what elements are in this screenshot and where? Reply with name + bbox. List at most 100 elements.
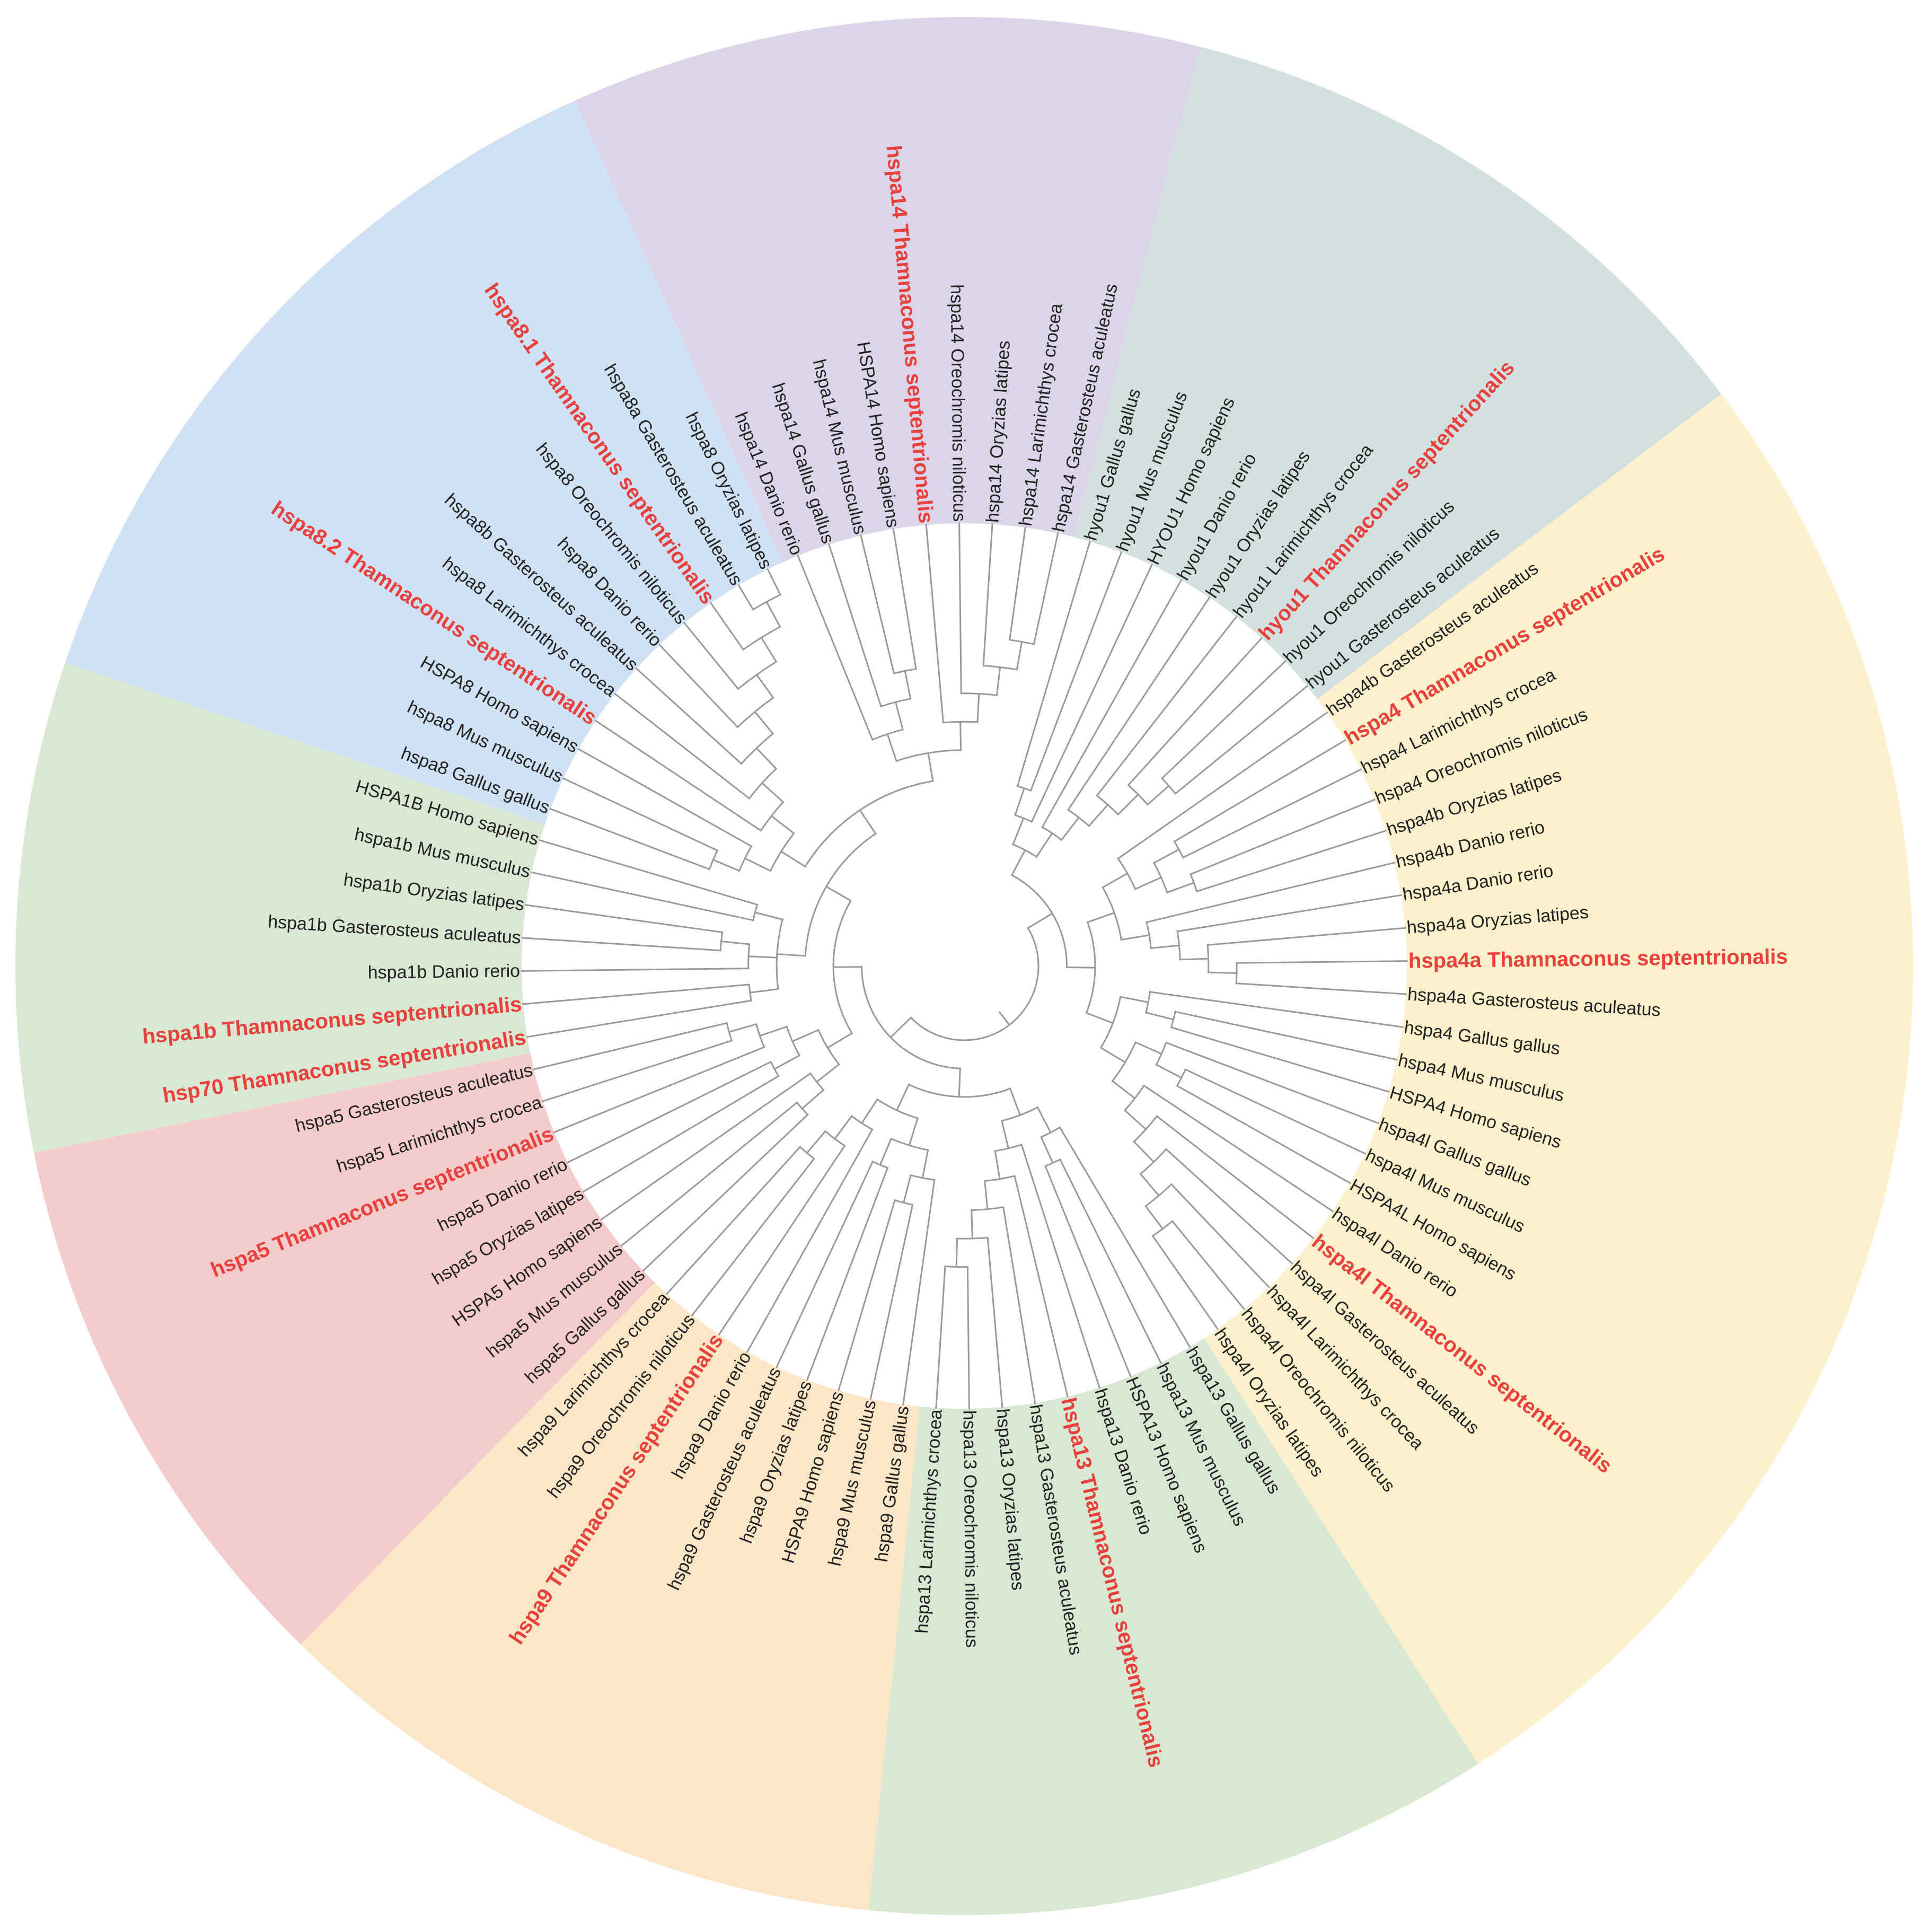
leaf-label: hspa13 Oreochromis niloticus	[959, 1410, 982, 1648]
branch-segment	[1144, 1011, 1175, 1021]
branch-segment	[767, 568, 782, 596]
branch-segment	[525, 904, 724, 934]
branch-arc	[769, 832, 795, 872]
branch-segment	[984, 1180, 989, 1210]
branch-segment	[749, 988, 779, 994]
branch-segment	[1067, 596, 1211, 811]
branch-segment	[994, 1150, 1001, 1180]
branch-segment	[904, 670, 912, 700]
branch-segment	[1182, 768, 1362, 859]
branch-segment	[1016, 540, 1091, 787]
branch-segment	[859, 809, 877, 835]
branch-segment	[1166, 882, 1195, 894]
branch-segment	[746, 1128, 874, 1353]
branch-segment	[894, 701, 904, 731]
branch-segment	[562, 777, 719, 852]
branch-segment	[1117, 711, 1328, 860]
branch-segment	[1099, 1047, 1126, 1064]
branch-segment	[1173, 739, 1346, 843]
branch-arc	[1085, 921, 1096, 1014]
tree-area-background	[522, 523, 1407, 1409]
branch-segment	[955, 1237, 958, 1268]
branch-segment	[1150, 944, 1181, 949]
branch-segment	[801, 1088, 825, 1110]
branch-arc	[736, 696, 774, 728]
branch-segment	[521, 968, 750, 972]
sector-hspa14	[575, 17, 1200, 967]
branch-segment	[1151, 1235, 1219, 1330]
branch-arc	[1102, 886, 1123, 941]
branch-segment	[791, 1029, 820, 1043]
branch-arc	[737, 661, 778, 690]
branch-segment	[1195, 830, 1387, 893]
branch-segment	[754, 911, 784, 921]
branch-segment	[642, 1113, 809, 1272]
branch-segment	[709, 602, 745, 651]
branch-segment	[776, 953, 806, 957]
branch-segment	[665, 1146, 801, 1295]
branch-segment	[806, 1166, 889, 1381]
branch-arc	[895, 749, 962, 762]
branch-arc	[1099, 996, 1122, 1049]
branch-segment	[879, 1137, 893, 1166]
branch-segment	[1171, 1220, 1246, 1311]
branch-arc	[1010, 874, 1068, 969]
branch-segment	[776, 1160, 874, 1368]
branch-segment	[958, 1067, 961, 1098]
branch-segment	[1000, 1120, 1010, 1149]
branch-segment	[759, 1025, 788, 1037]
branch-segment	[860, 1098, 879, 1125]
branch-segment	[1011, 817, 1025, 846]
branch-arc	[890, 1137, 929, 1151]
branch-segment	[1206, 927, 1406, 946]
branch-segment	[780, 850, 807, 868]
branch-segment	[1059, 1126, 1191, 1348]
branch-segment	[935, 1265, 946, 1409]
branch-segment	[1133, 1140, 1155, 1163]
branch-segment	[1041, 579, 1183, 829]
branch-segment	[1179, 958, 1210, 961]
branch-arc	[1000, 1106, 1039, 1122]
branch-segment	[806, 1130, 826, 1154]
branch-segment	[600, 1072, 812, 1221]
branch-segment	[1139, 1173, 1160, 1197]
branch-segment	[1165, 1148, 1293, 1265]
branch-segment	[1176, 894, 1402, 933]
branch-segment	[683, 621, 739, 690]
branch-arc	[832, 899, 853, 1034]
branch-segment	[996, 666, 1001, 697]
branch-segment	[1149, 991, 1404, 1028]
branch-segment	[889, 1016, 912, 1039]
branch-segment	[1020, 1144, 1100, 1389]
branch-segment	[1146, 862, 1396, 924]
branch-segment	[1123, 1109, 1147, 1131]
branch-segment	[1190, 798, 1376, 875]
branch-segment	[1176, 1084, 1351, 1184]
branch-segment	[594, 719, 762, 832]
branch-segment	[1086, 911, 1116, 924]
branch-segment	[718, 1145, 846, 1336]
branch-segment	[1208, 971, 1238, 974]
branch-segment	[582, 1075, 780, 1193]
branch-segment	[737, 584, 754, 611]
branch-segment	[1120, 934, 1150, 941]
branch-segment	[1014, 1175, 1069, 1398]
branch-segment	[1184, 1068, 1367, 1155]
branch-segment	[728, 1023, 757, 1033]
branch-segment	[526, 999, 752, 1038]
branch-segment	[797, 555, 874, 741]
branch-segment	[1035, 832, 1053, 858]
sector-hspa4	[964, 393, 1913, 1764]
branch-segment	[971, 1209, 973, 1240]
branch-segment	[620, 1101, 798, 1248]
branch-segment	[553, 1046, 765, 1134]
branch-segment	[1134, 876, 1162, 890]
branch-segment	[1236, 960, 1408, 964]
branch-arc	[1235, 962, 1238, 985]
branch-segment	[1010, 849, 1026, 876]
branch-segment	[658, 644, 739, 728]
branch-arc	[942, 721, 979, 724]
branch-segment	[902, 1174, 912, 1204]
branch-segment	[1009, 1087, 1021, 1117]
branch-segment	[966, 1266, 970, 1410]
